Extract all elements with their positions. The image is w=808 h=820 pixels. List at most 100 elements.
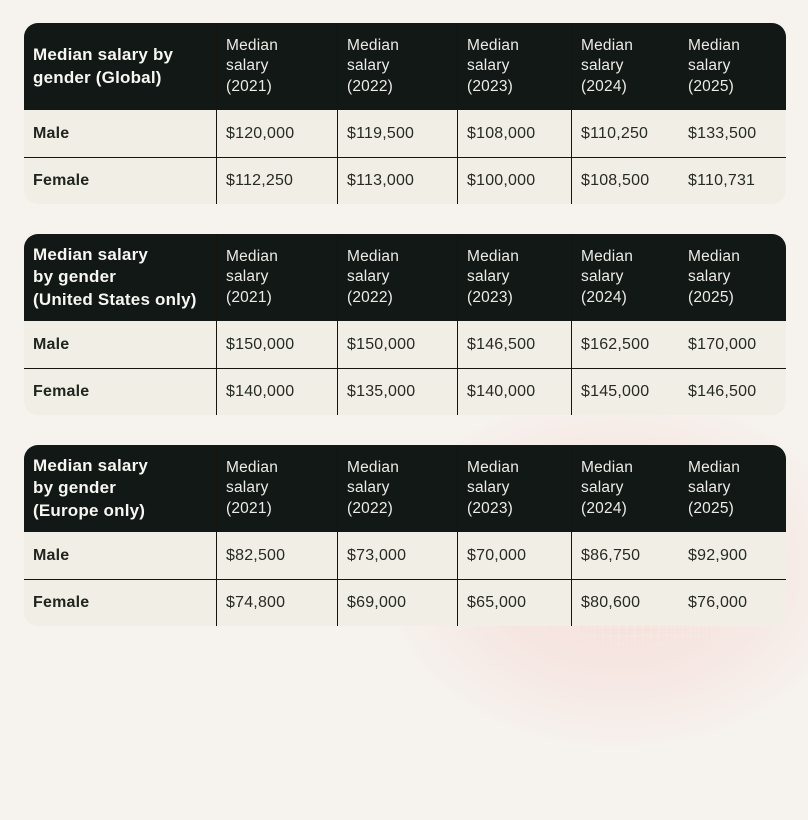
salary-value: $135,000 (347, 383, 416, 400)
column-header-label: Median salary (2021) (226, 37, 279, 95)
column-header-label: Median salary (2025) (688, 37, 741, 95)
salary-value: $140,000 (226, 383, 295, 400)
salary-value: $108,500 (581, 172, 650, 189)
column-header-label: Median salary (2025) (688, 459, 741, 517)
value-cell: $146,500 (679, 368, 786, 415)
salary-value: $170,000 (688, 335, 757, 353)
value-cell: $120,000 (216, 110, 337, 157)
value-cell: $150,000 (337, 321, 457, 368)
salary-value: $112,250 (226, 172, 294, 189)
value-cell: $140,000 (457, 368, 571, 415)
value-cell: $133,500 (679, 110, 786, 157)
column-header-2021: Median salary (2021) (216, 23, 337, 110)
table-row-male: Male $82,500 $73,000 $70,000 $86,750 $92… (24, 532, 786, 579)
column-header-2022: Median salary (2022) (337, 23, 457, 110)
value-cell: $86,750 (571, 532, 679, 579)
column-header-label: Median salary (2023) (467, 248, 520, 306)
column-header-2023: Median salary (2023) (457, 23, 571, 110)
salary-table-europe: Median salary by gender (Europe only) Me… (24, 445, 786, 626)
value-cell: $170,000 (679, 321, 786, 368)
column-header-2021: Median salary (2021) (216, 234, 337, 321)
table-row-male: Male $150,000 $150,000 $146,500 $162,500… (24, 321, 786, 368)
value-cell: $112,250 (216, 157, 337, 204)
column-header-label: Median salary (2022) (347, 248, 400, 306)
table-title: Median salary by gender (United States o… (33, 244, 197, 309)
salary-value: $108,000 (467, 124, 536, 142)
column-header-2023: Median salary (2023) (457, 445, 571, 532)
salary-value: $113,000 (347, 172, 415, 189)
column-header-2025: Median salary (2025) (679, 234, 786, 321)
salary-value: $150,000 (226, 335, 295, 353)
value-cell: $108,500 (571, 157, 679, 204)
salary-value: $69,000 (347, 594, 407, 611)
row-label-cell: Male (24, 321, 216, 368)
row-label-cell: Female (24, 157, 216, 204)
table-row-female: Female $112,250 $113,000 $100,000 $108,5… (24, 157, 786, 204)
row-label: Female (33, 594, 90, 611)
column-header-2023: Median salary (2023) (457, 234, 571, 321)
row-label-cell: Female (24, 579, 216, 626)
value-cell: $119,500 (337, 110, 457, 157)
salary-value: $150,000 (347, 335, 416, 353)
column-header-2022: Median salary (2022) (337, 445, 457, 532)
column-header-label: Median salary (2022) (347, 37, 400, 95)
value-cell: $82,500 (216, 532, 337, 579)
value-cell: $110,731 (679, 157, 786, 204)
column-header-label: Median salary (2021) (226, 459, 279, 517)
column-header-label: Median salary (2022) (347, 459, 400, 517)
value-cell: $73,000 (337, 532, 457, 579)
salary-value: $73,000 (347, 546, 407, 564)
column-header-2025: Median salary (2025) (679, 445, 786, 532)
salary-table-global: Median salary by gender (Global) Median … (24, 23, 786, 204)
row-label: Male (33, 335, 70, 353)
salary-value: $120,000 (226, 124, 295, 142)
column-header-label: Median salary (2021) (226, 248, 279, 306)
salary-value: $80,600 (581, 594, 641, 611)
salary-value: $140,000 (467, 383, 536, 400)
value-cell: $145,000 (571, 368, 679, 415)
salary-value: $133,500 (688, 124, 757, 142)
table-row-female: Female $74,800 $69,000 $65,000 $80,600 $… (24, 579, 786, 626)
salary-value: $100,000 (467, 172, 536, 189)
column-header-2022: Median salary (2022) (337, 234, 457, 321)
column-header-2025: Median salary (2025) (679, 23, 786, 110)
table-header-row: Median salary by gender (Europe only) Me… (24, 445, 786, 532)
row-label-cell: Male (24, 110, 216, 157)
column-header-label: Median salary (2024) (581, 459, 634, 517)
salary-value: $86,750 (581, 546, 641, 564)
salary-value: $110,731 (688, 172, 756, 189)
column-header-2021: Median salary (2021) (216, 445, 337, 532)
salary-value: $74,800 (226, 594, 286, 611)
value-cell: $113,000 (337, 157, 457, 204)
table-header-row: Median salary by gender (Global) Median … (24, 23, 786, 110)
table-row-male: Male $120,000 $119,500 $108,000 $110,250… (24, 110, 786, 157)
salary-value: $146,500 (467, 335, 536, 353)
value-cell: $108,000 (457, 110, 571, 157)
value-cell: $69,000 (337, 579, 457, 626)
table-title: Median salary by gender (Europe only) (33, 455, 149, 520)
value-cell: $92,900 (679, 532, 786, 579)
salary-value: $82,500 (226, 546, 286, 564)
table-title-cell: Median salary by gender (Europe only) (24, 445, 216, 532)
table-header-row: Median salary by gender (United States o… (24, 234, 786, 321)
value-cell: $80,600 (571, 579, 679, 626)
row-label-cell: Female (24, 368, 216, 415)
value-cell: $65,000 (457, 579, 571, 626)
column-header-label: Median salary (2023) (467, 37, 520, 95)
salary-value: $70,000 (467, 546, 527, 564)
salary-value: $146,500 (688, 383, 757, 400)
column-header-2024: Median salary (2024) (571, 445, 679, 532)
column-header-label: Median salary (2024) (581, 248, 634, 306)
table-row-female: Female $140,000 $135,000 $140,000 $145,0… (24, 368, 786, 415)
value-cell: $76,000 (679, 579, 786, 626)
row-label-cell: Male (24, 532, 216, 579)
row-label: Female (33, 172, 90, 189)
value-cell: $140,000 (216, 368, 337, 415)
salary-value: $110,250 (581, 124, 649, 142)
column-header-label: Median salary (2023) (467, 459, 520, 517)
value-cell: $100,000 (457, 157, 571, 204)
column-header-2024: Median salary (2024) (571, 234, 679, 321)
tables-container: Median salary by gender (Global) Median … (24, 23, 786, 626)
salary-value: $119,500 (347, 124, 415, 142)
value-cell: $135,000 (337, 368, 457, 415)
